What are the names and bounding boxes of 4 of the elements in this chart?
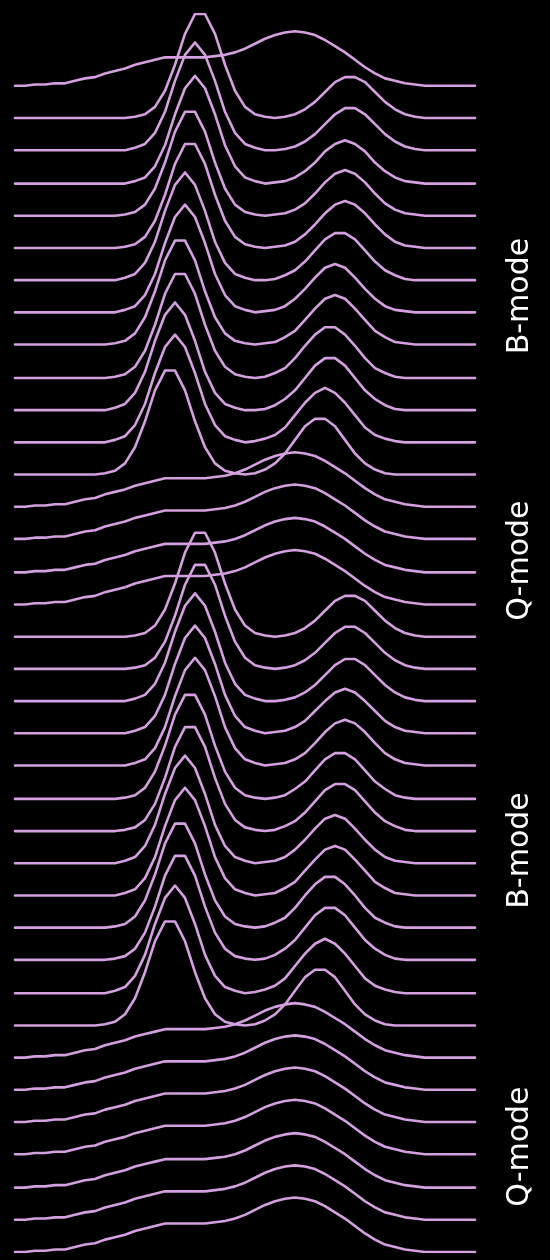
text: Q-mode bbox=[499, 1086, 535, 1207]
text: Q-mode bbox=[499, 500, 535, 621]
text: B-mode bbox=[499, 792, 535, 909]
text: B-mode bbox=[499, 237, 535, 355]
